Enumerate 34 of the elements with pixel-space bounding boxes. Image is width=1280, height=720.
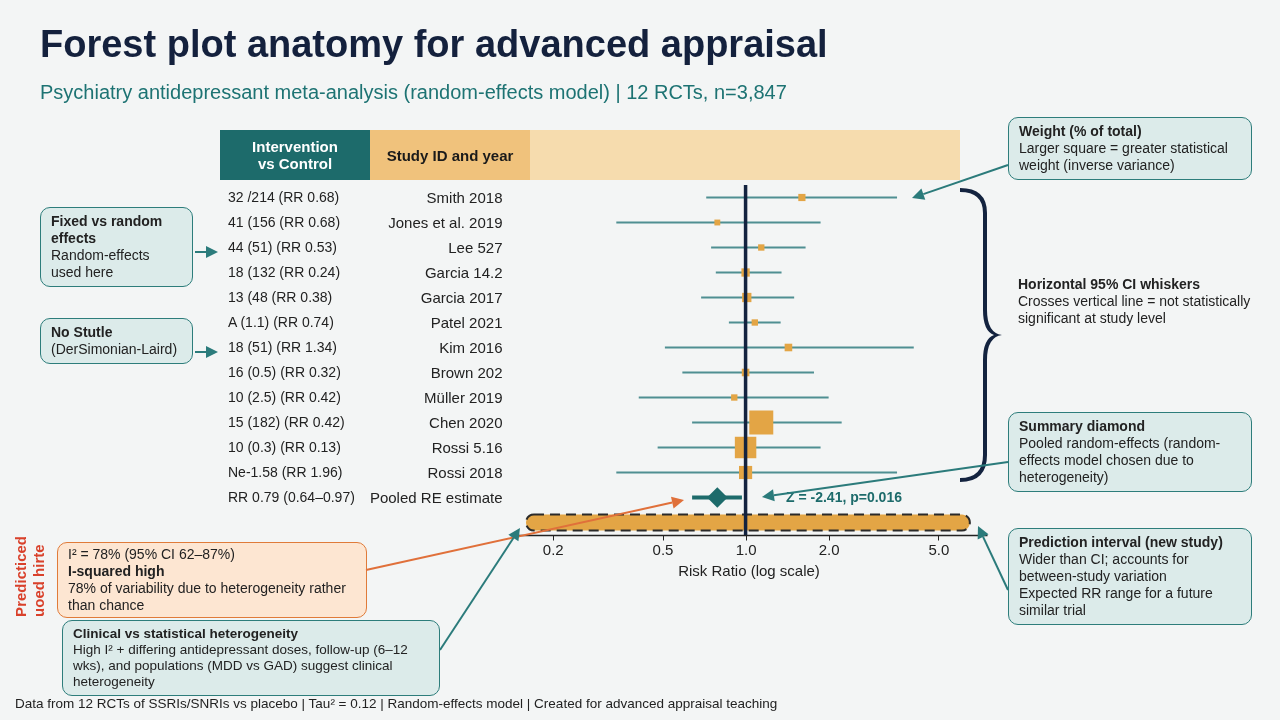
x-tick-label: 1.0 <box>735 540 757 558</box>
y-tick-label: Smith 2018 <box>426 189 503 206</box>
text: Clinical vs statistical heterogeneity High I² + differing antidepressant doses, follow-up (6–12 wks), and populations (MDD vs GAD) suggest clinical heterogeneity <box>73 626 409 690</box>
text: Prediction interval (new study) Wider than CI; accounts for between-study variation Expected RR range for a future similar trial <box>1019 534 1224 619</box>
y-tick-label: Jones et al. 2019 <box>388 214 503 231</box>
y-tick-label: Patel 2021 <box>430 314 503 331</box>
chart-title: Forest plot anatomy for advanced appraisal <box>40 22 828 66</box>
text: Predicticed uoed hirte <box>12 536 48 617</box>
y-tick-label: Müller 2019 <box>424 389 503 406</box>
y-tick-label: Garcia 14.2 <box>424 264 503 281</box>
x-tick-label: 0.5 <box>652 540 674 558</box>
x-tick-label: 5.0 <box>928 540 950 558</box>
text: Data from 12 RCTs of SSRIs/SNRIs vs placebo | Tau² = 0.12 | Random-effects model | Created for advanced appraisal teaching <box>15 695 778 712</box>
x-tick-label: 0.2 <box>542 540 564 558</box>
chart-subtitle: Psychiatry antidepressant meta-analysis (random-effects model) | 12 RCTs, n=3,847 <box>40 80 787 104</box>
text: Intervention vs Control <box>252 138 338 172</box>
y-tick-label: Garcia 2017 <box>420 289 503 306</box>
text: Fixed vs random effects Random-effects used here <box>51 213 164 281</box>
text: Horizontal 95% CI whiskers Crosses vertical line = not statistically significant at study level <box>1018 276 1252 327</box>
text: Study ID and year <box>386 146 514 164</box>
y-tick-label: Chen 2020 <box>429 414 503 431</box>
x-tick-label: 2.0 <box>818 540 840 558</box>
y-tick-label: Kim 2016 <box>439 339 503 356</box>
y-tick-label: Lee 527 <box>448 239 503 256</box>
text: 32 /214 (RR 0.68) 41 (156 (RR 0.68) 44 (51) (RR 0.53) 18 (132 (RR 0.24) 13 (48 (RR 0.38) A (1.1) (RR 0.74) 18 (51) (RR 1.34) 16 (0.5) (RR 0.32) 10 (2.5) (RR 0.42) 15 (182) (RR 0.42) 10 (0.3) (RR 0.13) Ne-1.58 (RR 1.96) RR 0.79 (0.64–0.97) <box>228 189 355 505</box>
text: Summary diamond Pooled random-effects (random-effects model chosen due to heterogeneity) <box>1019 418 1222 486</box>
y-tick-label: Pooled RE estimate <box>369 489 503 506</box>
y-tick-label: Brown 202 <box>430 364 503 381</box>
text: No Stutle (DerSimonian-Laird) <box>51 324 179 358</box>
text: I² = 78% (95% CI 62–87%) I-squared high 78% of variability due to heterogeneity rather than chance <box>68 546 347 614</box>
x-axis-title: Risk Ratio (log scale) <box>678 561 820 579</box>
text: Weight (% of total) Larger square = greater statistical weight (inverse variance) <box>1019 123 1229 174</box>
y-tick-label: Rossi 2018 <box>427 464 503 481</box>
y-tick-label: Rossi 5.16 <box>431 439 503 456</box>
